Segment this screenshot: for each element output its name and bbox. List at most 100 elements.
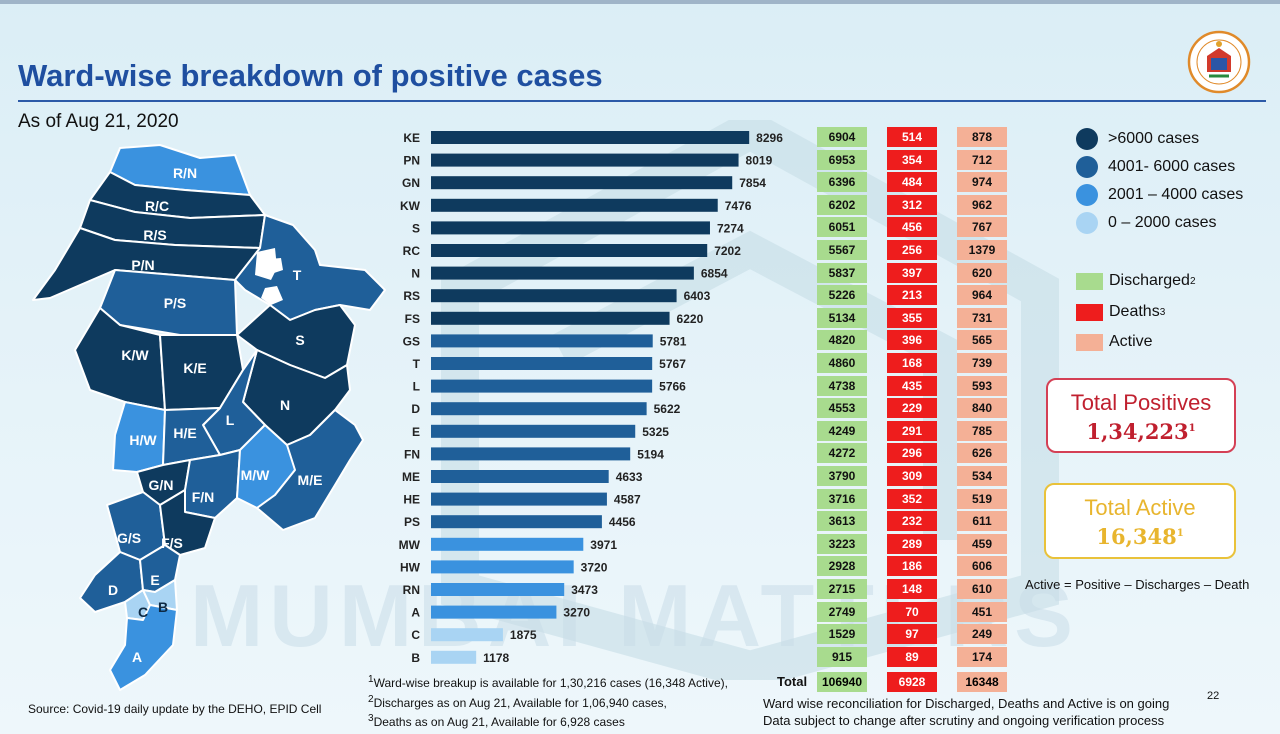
ward-label: F/N	[192, 489, 215, 505]
ward-label: G/N	[149, 477, 174, 493]
category-label: FS	[405, 312, 420, 326]
total-positives-label: Total Positives	[1070, 390, 1212, 415]
total-positives-value: 1,34,223	[1086, 419, 1189, 444]
active-cell: 626	[957, 443, 1007, 464]
active-cell: 459	[957, 533, 1007, 554]
bar	[431, 583, 565, 596]
bar-value-label: 4456	[609, 515, 636, 529]
ward-label: F/S	[161, 535, 183, 551]
legend-tier-2-swatch	[1076, 156, 1098, 178]
category-label: GN	[402, 176, 420, 190]
discharged-cell: 4860	[817, 353, 867, 373]
total-deaths: 6928	[887, 672, 937, 692]
bar-value-label: 6403	[684, 289, 711, 303]
ward-label: R/S	[143, 227, 166, 243]
bar	[431, 266, 694, 280]
legend-active-label: Active	[1109, 333, 1153, 350]
deaths-cell: 89	[887, 646, 937, 667]
legend-discharged-swatch	[1076, 272, 1103, 290]
ward-region-b	[142, 579, 178, 611]
bar	[431, 176, 733, 190]
total-active-sup: 1	[1176, 528, 1184, 539]
bar-value-label: 7202	[714, 244, 741, 258]
bar	[431, 244, 708, 257]
deaths-cell: 232	[887, 511, 937, 532]
discharged-cell: 6202	[817, 194, 867, 215]
legend-tier-2-label: 4001- 6000 cases	[1108, 158, 1236, 175]
reconciliation-note: Ward wise reconciliation for Discharged,…	[763, 696, 1170, 711]
bar-value-label: 3270	[563, 606, 590, 620]
bar	[431, 424, 636, 438]
legend-tier-3-label: 2001 – 4000 cases	[1108, 186, 1244, 203]
discharged-cell: 4553	[817, 398, 867, 419]
bar-value-label: 5781	[660, 334, 687, 348]
verification-note: Data subject to change after scrutiny an…	[763, 713, 1165, 728]
ward-label: D	[108, 582, 118, 598]
deaths-cell: 312	[887, 194, 937, 215]
ward-label: P/S	[164, 295, 187, 311]
discharged-cell: 5134	[817, 307, 867, 328]
category-label: RN	[403, 583, 420, 597]
legend-deaths-label: Deaths	[1109, 303, 1160, 320]
legend-tier-4: 0 – 2000 cases	[1076, 212, 1217, 234]
category-label: C	[411, 628, 420, 642]
active-cell: 878	[957, 127, 1007, 147]
bar	[431, 537, 584, 551]
ward-label: S	[295, 332, 304, 348]
title-divider	[18, 100, 1266, 102]
discharged-cell: 2749	[817, 601, 867, 622]
discharged-cell: 4738	[817, 375, 867, 396]
bar	[431, 131, 750, 144]
bar	[431, 402, 647, 416]
bar-value-label: 7274	[717, 221, 744, 235]
category-label: KE	[403, 131, 420, 145]
total-active-value-wrap: 16,3481	[1046, 524, 1234, 549]
discharged-cell: 915	[817, 646, 867, 667]
total-positives-card: Total Positives 1,34,2231	[1046, 378, 1236, 453]
bar	[431, 289, 677, 303]
legend-discharged-label: Discharged	[1109, 272, 1190, 289]
legend-discharged: Discharged 2	[1076, 272, 1196, 290]
active-cell: 712	[957, 149, 1007, 170]
category-label: T	[413, 357, 421, 371]
discharged-cell: 2715	[817, 579, 867, 599]
total-active-label: Total Active	[1084, 495, 1196, 520]
legend-tier-1-swatch	[1076, 128, 1098, 150]
active-cell: 611	[957, 511, 1007, 532]
discharged-cell: 5837	[817, 262, 867, 283]
bar	[431, 357, 653, 370]
active-cell: 565	[957, 330, 1007, 351]
bar-value-label: 8296	[756, 131, 783, 145]
deaths-cell: 70	[887, 601, 937, 622]
ward-label: M/W	[241, 467, 271, 483]
total-label: Total	[777, 674, 808, 689]
category-label: PN	[403, 154, 420, 168]
active-cell: 767	[957, 217, 1007, 238]
footnote-1-text: Ward-wise breakup is available for 1,30,…	[373, 676, 728, 690]
ward-label: K/W	[121, 347, 149, 363]
active-cell: 785	[957, 420, 1007, 441]
footnote-3-marker: 3	[368, 713, 374, 724]
bar	[431, 628, 503, 642]
deaths-cell: 289	[887, 533, 937, 554]
ward-label: N	[280, 397, 290, 413]
active-cell: 610	[957, 579, 1007, 599]
ward-label: A	[132, 649, 142, 665]
municipal-seal-logo	[1187, 30, 1251, 94]
deaths-cell: 296	[887, 443, 937, 464]
discharged-cell: 3790	[817, 466, 867, 486]
bar	[431, 447, 631, 461]
legend-tier-2: 4001- 6000 cases	[1076, 156, 1235, 178]
active-cell: 620	[957, 262, 1007, 283]
footnote-1: 1Ward-wise breakup is available for 1,30…	[368, 674, 728, 690]
total-active: 16348	[957, 672, 1007, 692]
deaths-cell: 514	[887, 127, 937, 147]
deaths-cell: 396	[887, 330, 937, 351]
legend-tier-3-swatch	[1076, 184, 1098, 206]
footnote-2: 2Discharges as on Aug 21, Available for …	[368, 694, 667, 710]
category-label: HW	[400, 560, 421, 574]
ward-label: H/W	[129, 432, 157, 448]
deaths-cell: 435	[887, 375, 937, 396]
bar	[431, 470, 609, 483]
